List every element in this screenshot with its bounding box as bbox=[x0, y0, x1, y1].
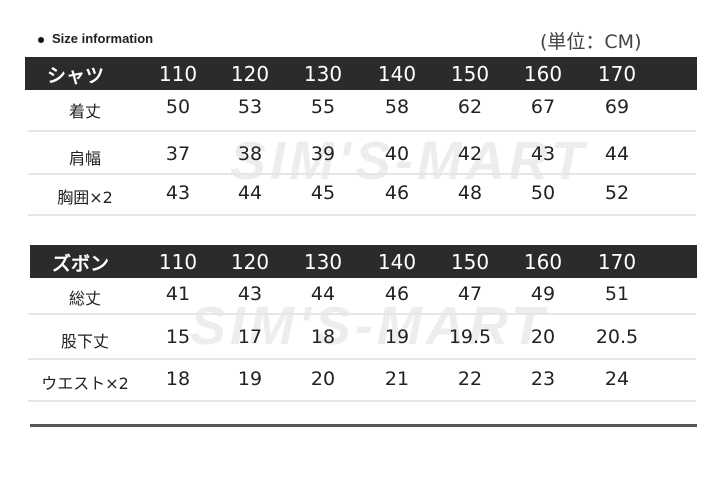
shirt-cell: 69 bbox=[604, 96, 630, 118]
size-header-160: 160 bbox=[523, 250, 563, 274]
shirt-header-label: シャツ bbox=[47, 65, 105, 87]
watermark: SIM'S-MART bbox=[190, 296, 548, 356]
shirt-cell: 62 bbox=[457, 96, 483, 118]
row-divider bbox=[28, 313, 696, 315]
pants-cell: 41 bbox=[165, 283, 191, 305]
shirt-cell: 50 bbox=[165, 96, 191, 118]
size-header-170: 170 bbox=[597, 62, 637, 86]
size-header-150: 150 bbox=[450, 62, 490, 86]
pants-cell: 22 bbox=[457, 368, 483, 390]
pants-cell: 18 bbox=[310, 326, 336, 348]
size-header-160: 160 bbox=[523, 62, 563, 86]
pants-cell: 51 bbox=[604, 283, 630, 305]
row-divider bbox=[28, 358, 696, 360]
pants-cell: 44 bbox=[310, 283, 336, 305]
shirt-cell: 43 bbox=[530, 143, 556, 165]
pants-cell: 46 bbox=[384, 283, 410, 305]
shirt-row-label: 胸囲×2 bbox=[57, 188, 113, 207]
pants-cell: 24 bbox=[604, 368, 630, 390]
shirt-header-bar bbox=[25, 57, 697, 90]
shirt-cell: 40 bbox=[384, 143, 410, 165]
pants-cell: 43 bbox=[237, 283, 263, 305]
pants-cell: 20 bbox=[530, 326, 556, 348]
size-header-140: 140 bbox=[377, 62, 417, 86]
pants-cell: 19 bbox=[384, 326, 410, 348]
pants-header-label: ズボン bbox=[52, 253, 110, 275]
size-header-110: 110 bbox=[158, 250, 198, 274]
pants-cell: 15 bbox=[165, 326, 191, 348]
pants-cell: 19 bbox=[237, 368, 263, 390]
pants-cell: 21 bbox=[384, 368, 410, 390]
size-header-140: 140 bbox=[377, 250, 417, 274]
shirt-cell: 50 bbox=[530, 182, 556, 204]
pants-row-label: ウエスト×2 bbox=[41, 374, 129, 393]
shirt-cell: 67 bbox=[530, 96, 556, 118]
shirt-cell: 45 bbox=[310, 182, 336, 204]
unit-label: (単位：CM) bbox=[540, 31, 642, 53]
shirt-cell: 43 bbox=[165, 182, 191, 204]
bullet-icon bbox=[38, 36, 44, 43]
size-header-120: 120 bbox=[230, 250, 270, 274]
pants-row-label: 股下丈 bbox=[60, 332, 110, 351]
watermark: SIM'S-MART bbox=[230, 131, 588, 191]
shirt-cell: 55 bbox=[310, 96, 336, 118]
shirt-cell: 48 bbox=[457, 182, 483, 204]
size-header-150: 150 bbox=[450, 250, 490, 274]
shirt-cell: 52 bbox=[604, 182, 630, 204]
pants-row-label: 総丈 bbox=[68, 289, 102, 308]
shirt-cell: 39 bbox=[310, 143, 336, 165]
shirt-row-label: 着丈 bbox=[68, 102, 102, 121]
shirt-cell: 38 bbox=[237, 143, 263, 165]
row-divider bbox=[28, 214, 696, 216]
row-divider bbox=[28, 130, 696, 132]
pants-cell: 49 bbox=[530, 283, 556, 305]
shirt-cell: 58 bbox=[384, 96, 410, 118]
pants-cell: 23 bbox=[530, 368, 556, 390]
shirt-cell: 53 bbox=[237, 96, 263, 118]
size-header-110: 110 bbox=[158, 62, 198, 86]
pants-cell: 19.5 bbox=[448, 326, 492, 348]
pants-header-bar bbox=[30, 245, 697, 278]
row-divider bbox=[28, 400, 696, 402]
shirt-row-label: 肩幅 bbox=[68, 149, 102, 168]
row-divider bbox=[28, 173, 696, 175]
shirt-cell: 44 bbox=[237, 182, 263, 204]
size-information-heading: Size information bbox=[38, 31, 153, 46]
size-header-130: 130 bbox=[303, 62, 343, 86]
pants-cell: 47 bbox=[457, 283, 483, 305]
shirt-cell: 42 bbox=[457, 143, 483, 165]
pants-cell: 20 bbox=[310, 368, 336, 390]
heading-text: Size information bbox=[52, 31, 154, 46]
size-header-130: 130 bbox=[303, 250, 343, 274]
shirt-cell: 37 bbox=[165, 143, 191, 165]
pants-cell: 20.5 bbox=[595, 326, 639, 348]
pants-cell: 18 bbox=[165, 368, 191, 390]
pants-cell: 17 bbox=[237, 326, 263, 348]
size-header-170: 170 bbox=[597, 250, 637, 274]
size-header-120: 120 bbox=[230, 62, 270, 86]
shirt-cell: 44 bbox=[604, 143, 630, 165]
table-bottom-border bbox=[30, 424, 697, 427]
shirt-cell: 46 bbox=[384, 182, 410, 204]
